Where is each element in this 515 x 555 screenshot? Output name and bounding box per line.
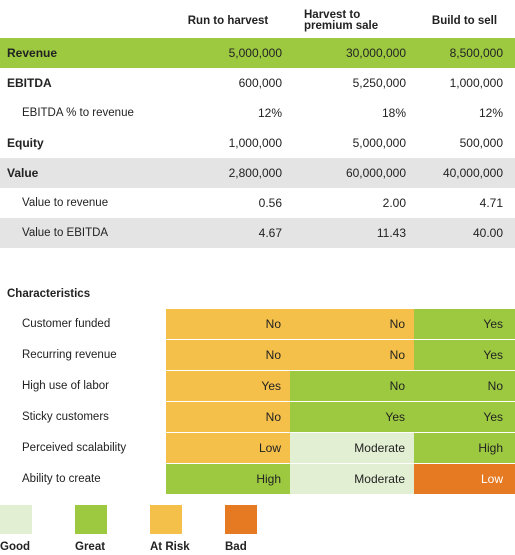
column-header-line-2: premium sale — [304, 20, 379, 32]
characteristic-rating-cell: Yes — [290, 402, 414, 432]
characteristic-rating-cell: No — [290, 340, 414, 370]
financial-value: 30,000,000 — [345, 46, 406, 60]
characteristic-label: Recurring revenue — [22, 349, 117, 361]
financial-value: 40.00 — [472, 226, 503, 240]
characteristic-row: Recurring revenue No No Yes — [0, 340, 515, 370]
characteristics-table: Customer funded No No Yes Recurring revenue N… — [0, 309, 515, 494]
financial-value: 40,000,000 — [442, 166, 503, 180]
characteristic-rating-cell: No — [166, 340, 290, 370]
column-header-line-1: Harvest to — [304, 9, 361, 21]
characteristic-label: High use of labor — [22, 380, 109, 392]
legend-swatch-at-risk — [150, 505, 182, 534]
financial-value: 1,000,000 — [449, 76, 503, 90]
column-header-row: Run to harvest Harvest to premium sale B… — [0, 0, 515, 38]
financial-row-label: Value to EBITDA — [22, 227, 109, 239]
characteristic-label: Ability to create — [22, 473, 101, 485]
characteristic-label: Sticky customers — [22, 411, 109, 423]
column-header-build-to-sell: Build to sell — [431, 15, 498, 27]
financial-value: 11.43 — [376, 226, 406, 240]
characteristic-row: Customer funded No No Yes — [0, 309, 515, 339]
financial-row: EBITDA % to revenue 12% 18% 12% — [0, 98, 515, 128]
financial-row: Value to EBITDA 4.67 11.43 40.00 — [0, 218, 515, 248]
characteristic-rating-cell: Moderate — [290, 464, 414, 494]
financial-value: 5,000,000 — [228, 46, 282, 60]
rating-legend: Good Great At Risk Bad — [0, 505, 515, 555]
characteristics-title: Characteristics — [7, 288, 91, 300]
financial-value: 0.56 — [258, 196, 282, 210]
financial-row: Value 2,800,000 60,000,000 40,000,000 — [0, 158, 515, 188]
characteristic-label: Perceived scalability — [22, 442, 127, 454]
characteristic-rating-cell: No — [414, 371, 515, 401]
legend-label: Bad — [225, 541, 247, 553]
financial-row: Value to revenue 0.56 2.00 4.71 — [0, 188, 515, 218]
characteristic-label: Customer funded — [22, 318, 111, 330]
characteristic-rating-cell: Yes — [414, 309, 515, 339]
characteristic-rating-cell: High — [414, 433, 515, 463]
financial-value: 12% — [257, 106, 282, 120]
financials-table: Revenue 5,000,000 30,000,000 8,500,000 EBITD… — [0, 38, 515, 248]
characteristic-rating-cell: No — [166, 309, 290, 339]
characteristic-row: High use of labor Yes No No — [0, 371, 515, 401]
financial-row: Equity 1,000,000 5,000,000 500,000 — [0, 128, 515, 158]
financial-value: 12% — [478, 106, 503, 120]
characteristic-rating-cell: Yes — [414, 402, 515, 432]
financial-row: Revenue 5,000,000 30,000,000 8,500,000 — [0, 38, 515, 68]
financial-value: 4.71 — [479, 196, 503, 210]
legend-swatch-good — [0, 505, 32, 534]
characteristic-rating-cell: High — [166, 464, 290, 494]
financial-value: 5,000,000 — [352, 136, 406, 150]
financial-row-label: Value — [7, 166, 39, 180]
financial-value: 5,250,000 — [352, 76, 406, 90]
financial-value: 8,500,000 — [449, 46, 503, 60]
financial-row-label: Value to revenue — [22, 197, 109, 209]
characteristic-row: Perceived scalability Low Moderate High — [0, 433, 515, 463]
financial-value: 2.00 — [382, 196, 406, 210]
financial-value: 600,000 — [238, 76, 282, 90]
characteristic-rating-cell: Low — [414, 464, 515, 494]
column-header-run-to-harvest: Run to harvest — [187, 15, 269, 27]
legend-label: At Risk — [150, 541, 190, 553]
characteristic-rating-cell: Low — [166, 433, 290, 463]
characteristic-rating-cell: No — [166, 402, 290, 432]
characteristic-rating-cell: Moderate — [290, 433, 414, 463]
financial-row-label: EBITDA — [7, 76, 52, 90]
financial-value: 1,000,000 — [228, 136, 282, 150]
characteristic-rating-cell: No — [290, 371, 414, 401]
legend-swatch-bad — [225, 505, 257, 534]
column-header-harvest-to-premium-sale: Harvest to premium sale — [290, 9, 414, 32]
characteristic-rating-cell: Yes — [414, 340, 515, 370]
financial-row-label: Revenue — [7, 46, 58, 60]
financial-row: EBITDA 600,000 5,250,000 1,000,000 — [0, 68, 515, 98]
financial-value: 2,800,000 — [228, 166, 282, 180]
financial-value: 500,000 — [459, 136, 503, 150]
legend-label: Good — [0, 541, 31, 553]
financial-value: 4.67 — [258, 226, 282, 240]
characteristic-row: Sticky customers No Yes Yes — [0, 402, 515, 432]
financial-row-label: Equity — [7, 136, 44, 150]
financial-row-label: EBITDA % to revenue — [22, 107, 134, 119]
legend-swatch-great — [75, 505, 107, 534]
legend-label: Great — [75, 541, 106, 553]
financial-value: 18% — [381, 106, 406, 120]
characteristic-row: Ability to create High Moderate Low — [0, 464, 515, 494]
financial-value: 60,000,000 — [345, 166, 406, 180]
characteristic-rating-cell: No — [290, 309, 414, 339]
characteristic-rating-cell: Yes — [166, 371, 290, 401]
